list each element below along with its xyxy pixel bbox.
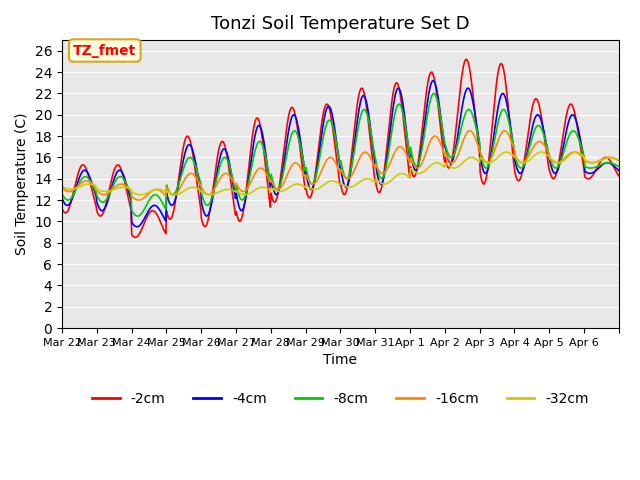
-2cm [227, 177, 234, 182]
Title: Tonzi Soil Temperature Set D: Tonzi Soil Temperature Set D [211, 15, 470, 33]
-4cm [431, 79, 438, 85]
-2cm [615, 173, 623, 179]
-32cm [254, 185, 262, 191]
Y-axis label: Soil Temperature (C): Soil Temperature (C) [15, 113, 29, 255]
Line: -32cm: -32cm [62, 152, 619, 195]
-2cm [399, 108, 406, 114]
-8cm [399, 108, 406, 114]
-4cm [227, 166, 234, 172]
-2cm [131, 235, 139, 240]
-4cm [429, 78, 437, 84]
-8cm [254, 140, 262, 145]
-32cm [124, 185, 131, 191]
-4cm [254, 123, 262, 129]
-32cm [136, 192, 144, 198]
-32cm [58, 184, 66, 190]
-16cm [275, 186, 283, 192]
Line: -16cm: -16cm [62, 131, 619, 200]
-16cm [254, 167, 262, 172]
-8cm [275, 184, 283, 190]
-4cm [133, 224, 141, 229]
-8cm [134, 213, 141, 219]
-2cm [254, 116, 262, 121]
Line: -4cm: -4cm [62, 81, 619, 227]
-4cm [275, 187, 283, 193]
-32cm [430, 161, 438, 167]
-2cm [463, 57, 470, 62]
-16cm [135, 197, 143, 203]
-16cm [58, 185, 66, 191]
Line: -2cm: -2cm [62, 60, 619, 238]
-32cm [615, 157, 623, 163]
-4cm [124, 184, 131, 190]
-2cm [275, 184, 283, 190]
Text: TZ_fmet: TZ_fmet [73, 44, 136, 58]
-8cm [615, 164, 623, 169]
-16cm [430, 133, 438, 139]
-16cm [227, 174, 234, 180]
-2cm [430, 74, 438, 80]
-16cm [124, 184, 131, 190]
-16cm [615, 157, 623, 163]
-16cm [399, 145, 406, 151]
-16cm [466, 128, 474, 133]
-8cm [431, 91, 438, 96]
-4cm [58, 195, 66, 201]
Line: -8cm: -8cm [62, 94, 619, 216]
-32cm [227, 187, 234, 192]
-4cm [615, 168, 623, 173]
X-axis label: Time: Time [323, 353, 358, 367]
-8cm [227, 166, 234, 172]
-32cm [502, 149, 510, 155]
-8cm [124, 183, 131, 189]
Legend: -2cm, -4cm, -8cm, -16cm, -32cm: -2cm, -4cm, -8cm, -16cm, -32cm [86, 387, 595, 412]
-8cm [430, 91, 438, 96]
-4cm [399, 98, 406, 104]
-2cm [58, 205, 66, 211]
-32cm [399, 170, 406, 176]
-32cm [275, 189, 283, 194]
-2cm [124, 192, 131, 197]
-8cm [58, 191, 66, 197]
